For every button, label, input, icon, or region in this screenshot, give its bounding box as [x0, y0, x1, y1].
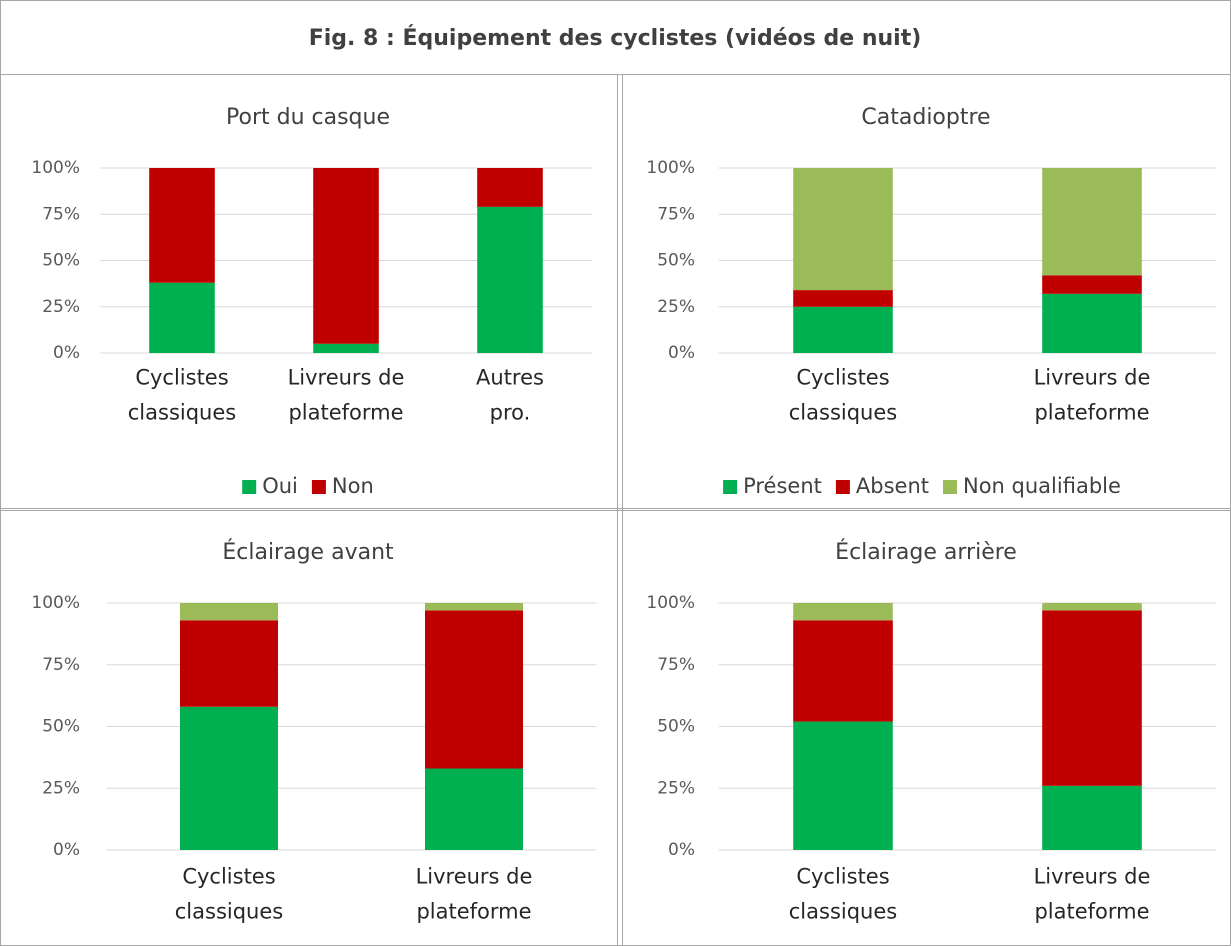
text-line: classiques — [789, 401, 897, 425]
chart-title: Catadioptre — [861, 105, 990, 130]
y-tick-label: 25% — [657, 297, 695, 317]
y-tick-label: 100% — [31, 593, 80, 613]
legend-label: Absent — [856, 474, 929, 498]
x-tick-label: Livreurs de plateforme — [1034, 366, 1151, 425]
bar-segment — [793, 603, 893, 621]
bar-segment — [1042, 610, 1142, 786]
text-line: Livreurs de — [416, 865, 533, 889]
bar-segment — [1042, 293, 1142, 353]
text-line: classiques — [128, 401, 236, 425]
bar-segment — [477, 168, 543, 207]
y-tick-label: 0% — [668, 840, 695, 860]
chart-title: Éclairage arrière — [835, 539, 1017, 565]
text-line: Livreurs de — [1034, 865, 1151, 889]
legend-label: Présent — [743, 474, 822, 498]
text-line: Livreurs de — [1034, 366, 1151, 390]
bar-segment — [149, 168, 215, 283]
figure-title: Fig. 8 : Équipement des cyclistes (vidéo… — [309, 25, 922, 51]
legend-label: Oui — [262, 474, 298, 498]
text-line: plateforme — [288, 401, 403, 425]
bar-segment — [149, 282, 215, 353]
x-tick-label: Cyclistes classiques — [128, 366, 236, 425]
bar-segment — [180, 706, 278, 850]
x-tick-label: Livreurs de plateforme — [288, 366, 405, 425]
x-tick-label: Cyclistes classiques — [789, 865, 897, 924]
text-line: Cyclistes — [796, 366, 889, 390]
x-tick-label: Livreurs de plateforme — [416, 865, 533, 924]
bar-segment — [1042, 603, 1142, 611]
x-tick-label: Livreurs de plateforme — [1034, 865, 1151, 924]
text-line: plateforme — [1034, 401, 1149, 425]
bar-segment — [793, 290, 893, 307]
y-tick-label: 75% — [42, 204, 80, 224]
y-tick-label: 75% — [42, 655, 80, 675]
bar-segment — [793, 721, 893, 850]
text-line: Cyclistes — [135, 366, 228, 390]
bar-segment — [1042, 168, 1142, 276]
chart-title: Port du casque — [226, 105, 390, 130]
legend-swatch — [242, 480, 257, 494]
legend-swatch — [723, 480, 738, 494]
y-tick-label: 75% — [657, 655, 695, 675]
y-tick-label: 100% — [31, 158, 80, 178]
legend-label: Non qualifiable — [963, 474, 1121, 498]
y-tick-label: 0% — [668, 343, 695, 363]
bar-segment — [425, 610, 523, 769]
bar-segment — [477, 206, 543, 353]
y-tick-label: 100% — [646, 158, 695, 178]
text-line: Livreurs de — [288, 366, 405, 390]
y-tick-label: 25% — [42, 778, 80, 798]
legend-swatch — [943, 480, 957, 494]
text-line: classiques — [789, 900, 897, 924]
y-tick-label: 100% — [646, 593, 695, 613]
bar-segment — [313, 343, 379, 353]
bar-segment — [793, 306, 893, 353]
bar-segment — [180, 620, 278, 707]
text-line: Cyclistes — [796, 865, 889, 889]
text-line: Cyclistes — [182, 865, 275, 889]
y-tick-label: 50% — [657, 251, 695, 271]
y-tick-label: 25% — [42, 297, 80, 317]
y-tick-label: 50% — [657, 717, 695, 737]
y-tick-label: 0% — [53, 343, 80, 363]
text-line: plateforme — [416, 900, 531, 924]
bar-segment — [793, 620, 893, 722]
y-tick-label: 50% — [42, 717, 80, 737]
y-tick-label: 25% — [657, 778, 695, 798]
text-line: Autres — [476, 366, 544, 390]
bar-segment — [1042, 275, 1142, 294]
x-tick-label: Cyclistes classiques — [175, 865, 283, 924]
text-line: pro. — [490, 401, 531, 425]
bar-segment — [425, 768, 523, 850]
bar-segment — [313, 168, 379, 344]
legend-label: Non — [332, 474, 374, 498]
x-tick-label: Cyclistes classiques — [789, 366, 897, 425]
chart-title: Éclairage avant — [222, 539, 394, 565]
text-line: classiques — [175, 900, 283, 924]
x-tick-label: Autres pro. — [476, 366, 544, 425]
y-tick-label: 75% — [657, 204, 695, 224]
y-tick-label: 0% — [53, 840, 80, 860]
y-tick-label: 50% — [42, 251, 80, 271]
legend-swatch — [835, 480, 850, 494]
bar-segment — [180, 603, 278, 621]
text-line: plateforme — [1034, 900, 1149, 924]
bar-segment — [425, 603, 523, 611]
legend-swatch — [311, 480, 326, 494]
bar-segment — [1042, 785, 1142, 850]
bar-segment — [793, 168, 893, 291]
